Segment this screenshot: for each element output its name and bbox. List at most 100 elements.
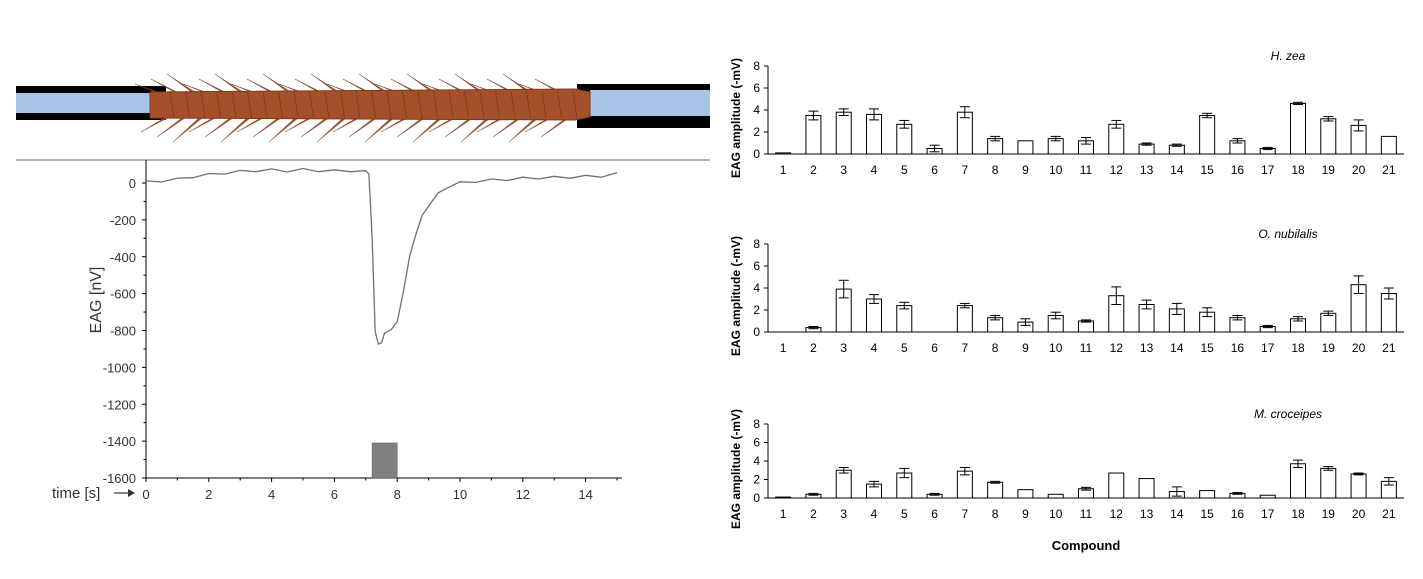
time-arrow bbox=[114, 489, 135, 497]
bar bbox=[1108, 123, 1125, 155]
eag-x-axis-label: time [s] bbox=[52, 485, 100, 502]
bar bbox=[775, 152, 792, 155]
bar-category-label: 21 bbox=[1382, 507, 1396, 521]
bar-chart-x-axis-label: Compound bbox=[1052, 538, 1121, 553]
antenna-segment bbox=[185, 90, 190, 119]
bar-category-label: 5 bbox=[901, 163, 908, 177]
eag-y-tick-label: -200 bbox=[110, 213, 136, 228]
species-label: H. zea bbox=[1271, 49, 1306, 63]
antenna-segment bbox=[355, 90, 361, 119]
bar-category-label: 15 bbox=[1200, 507, 1214, 521]
bar-category-label: 8 bbox=[992, 163, 999, 177]
stimulus-bar bbox=[371, 442, 398, 479]
antenna-segment bbox=[557, 90, 562, 119]
bar bbox=[1350, 473, 1367, 499]
eag-x-tick-label: 4 bbox=[268, 487, 275, 502]
bar-category-label: 16 bbox=[1231, 507, 1245, 521]
bar-category-label: 21 bbox=[1382, 163, 1396, 177]
bar-category-label: 4 bbox=[871, 341, 878, 355]
bar bbox=[1078, 320, 1094, 333]
bar-category-label: 12 bbox=[1110, 341, 1124, 355]
antenna-segment bbox=[231, 90, 237, 119]
antenna-segment bbox=[448, 90, 454, 119]
antenna-segment bbox=[247, 90, 252, 119]
bar-y-tick-label: 0 bbox=[753, 147, 760, 161]
antenna-segment bbox=[371, 90, 376, 119]
bar-category-label: 5 bbox=[901, 341, 908, 355]
antenna-segment bbox=[464, 90, 469, 119]
bar-y-axis-label: EAG amplitude (-mV) bbox=[729, 236, 743, 356]
bar-y-tick-label: 2 bbox=[753, 303, 760, 317]
right-electrode-saline bbox=[590, 90, 710, 116]
eag-x-tick-label: 2 bbox=[205, 487, 212, 502]
species-label: M. croceipes bbox=[1254, 407, 1322, 421]
eag-y-tick-label: -1400 bbox=[103, 434, 136, 449]
antenna-segment bbox=[340, 90, 345, 119]
antenna-segment bbox=[200, 90, 206, 119]
bar-category-label: 6 bbox=[931, 163, 938, 177]
bar-category-label: 3 bbox=[840, 507, 847, 521]
bar-category-label: 12 bbox=[1110, 507, 1124, 521]
bar bbox=[1199, 115, 1216, 155]
eag-x-tick-label: 10 bbox=[453, 487, 467, 502]
bar-category-label: 1 bbox=[780, 341, 787, 355]
bar-category-label: 9 bbox=[1022, 163, 1029, 177]
bar bbox=[1017, 140, 1034, 155]
bar-category-label: 11 bbox=[1080, 163, 1093, 177]
bar-y-tick-label: 4 bbox=[753, 103, 760, 117]
bar bbox=[1290, 102, 1306, 155]
bar bbox=[956, 305, 973, 333]
bar-category-label: 4 bbox=[871, 163, 878, 177]
bar-category-label: 16 bbox=[1231, 163, 1245, 177]
antenna-segment bbox=[541, 90, 547, 119]
bar-y-tick-label: 8 bbox=[753, 59, 760, 73]
bar bbox=[896, 123, 913, 155]
antenna-segment bbox=[386, 90, 392, 119]
eag-x-tick-label: 8 bbox=[394, 487, 401, 502]
bar-y-tick-label: 6 bbox=[753, 436, 760, 450]
bar-category-label: 12 bbox=[1110, 163, 1124, 177]
bar-category-label: 5 bbox=[901, 507, 908, 521]
bar-category-label: 7 bbox=[962, 507, 969, 521]
antenna-segment bbox=[309, 90, 314, 119]
bar bbox=[1320, 118, 1337, 155]
bar-category-label: 13 bbox=[1140, 507, 1154, 521]
bar-category-label: 19 bbox=[1322, 163, 1336, 177]
bar-category-label: 20 bbox=[1352, 341, 1366, 355]
eag-y-axis-label: EAG [nV] bbox=[88, 267, 105, 334]
bar-category-label: 11 bbox=[1080, 341, 1093, 355]
bar-category-label: 8 bbox=[992, 507, 999, 521]
bar-y-tick-label: 8 bbox=[753, 417, 760, 431]
bar-category-label: 15 bbox=[1200, 341, 1214, 355]
left-electrode-saline bbox=[16, 93, 166, 113]
bar-y-axis-label: EAG amplitude (-mV) bbox=[729, 409, 743, 529]
eag-y-tick-label: -1000 bbox=[103, 360, 136, 375]
eag-x-tick-label: 6 bbox=[331, 487, 338, 502]
bar bbox=[1108, 472, 1125, 499]
bar-category-label: 21 bbox=[1382, 341, 1396, 355]
antenna-segment bbox=[495, 90, 500, 119]
antenna-segment bbox=[169, 90, 175, 119]
bar-category-label: 17 bbox=[1261, 163, 1275, 177]
eag-x-tick-label: 12 bbox=[516, 487, 530, 502]
bar-category-label: 14 bbox=[1170, 507, 1184, 521]
bar-category-label: 19 bbox=[1322, 507, 1336, 521]
bar-category-label: 9 bbox=[1022, 507, 1029, 521]
eag-trace-chart: 0 -200 -400 -600 -800 -1000 -1200 -1400 -1600 0 2… bbox=[52, 160, 622, 502]
bar bbox=[896, 305, 913, 333]
bar-category-label: 17 bbox=[1261, 341, 1275, 355]
bar-category-label: 18 bbox=[1291, 163, 1305, 177]
bar bbox=[866, 298, 882, 333]
bar bbox=[1290, 463, 1306, 499]
bar-category-label: 7 bbox=[962, 163, 969, 177]
bar-category-label: 18 bbox=[1291, 341, 1305, 355]
species-label: O. nubilalis bbox=[1258, 227, 1317, 241]
antenna-segment bbox=[293, 90, 299, 119]
eag-y-tick-label: -1600 bbox=[103, 471, 136, 486]
antenna-segment bbox=[510, 90, 516, 119]
bar-category-label: 2 bbox=[810, 163, 817, 177]
bar-category-label: 8 bbox=[992, 341, 999, 355]
antenna-body bbox=[149, 88, 591, 121]
bar bbox=[1380, 135, 1397, 155]
